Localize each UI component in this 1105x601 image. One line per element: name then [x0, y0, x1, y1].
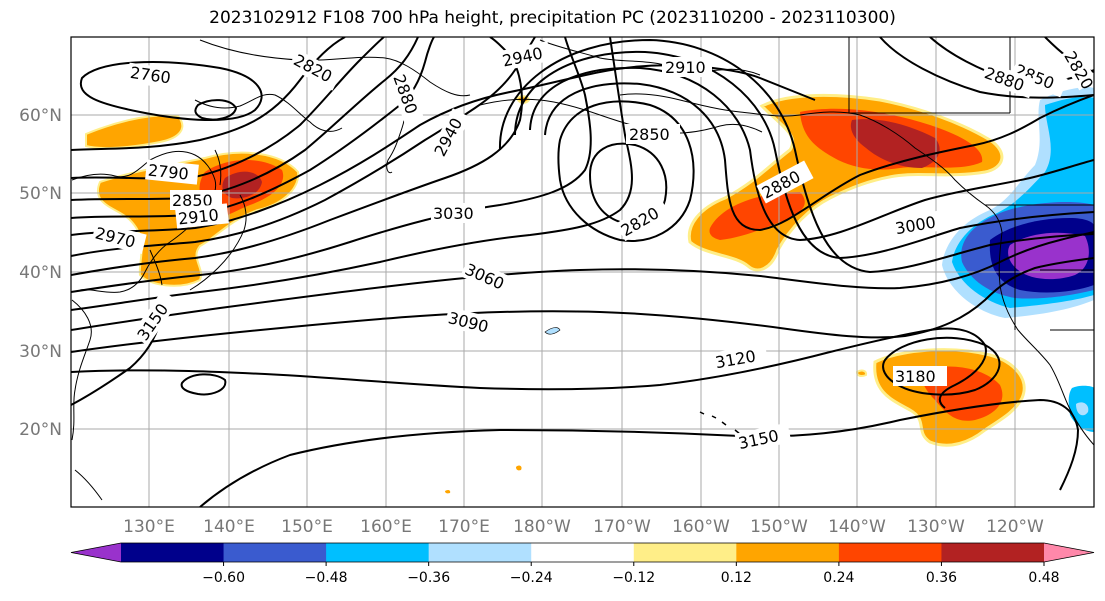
contour-3060 — [71, 231, 1094, 331]
contour-small-closed — [180, 373, 227, 396]
contour-2880-ne — [879, 37, 1094, 99]
precip-subtropic-orange-dot — [855, 369, 868, 377]
contour-2850-ring — [557, 100, 695, 242]
lat-label-40n: 40°N — [19, 263, 62, 283]
coast-china — [71, 299, 92, 441]
coast-siberia — [199, 39, 471, 97]
contour-3100-west — [71, 321, 161, 406]
lon-label-170e: 170°E — [438, 517, 490, 537]
contour-labels: 2760 2820 2880 2940 2940 2910 2850 2820 … — [91, 41, 1094, 454]
precip-na-purple — [1008, 232, 1089, 280]
contour-2910-wave — [529, 66, 1094, 242]
contour-label-2850-b: 2850 — [172, 191, 213, 210]
lon-label-170w: 170°W — [593, 517, 651, 537]
precip-gulf-red-south — [709, 192, 805, 240]
contour-label-2910: 2910 — [665, 58, 706, 77]
coast-alaska-south — [619, 93, 861, 117]
colorbar-swatch — [531, 543, 635, 562]
contour-2760 — [79, 61, 263, 121]
colorbar-tick-label: −0.36 — [407, 570, 450, 586]
lat-label-30n: 30°N — [19, 342, 62, 362]
contour-3030 — [71, 37, 633, 311]
coast-okhotsk — [194, 93, 343, 132]
map-title: 2023102912 F108 700 hPa height, precipit… — [209, 8, 896, 28]
colorbar-swatch — [223, 543, 327, 562]
borders — [848, 37, 1094, 331]
precip-gulf-darkred — [850, 119, 940, 168]
colorbar-swatch — [326, 543, 430, 562]
lat-label-20n: 20°N — [19, 420, 62, 440]
colorbar-tick-label: −0.12 — [612, 570, 655, 586]
contour-small-low — [194, 99, 238, 121]
colorbar-extend-high — [1044, 543, 1094, 562]
latitude-labels: 60°N 50°N 40°N 30°N 20°N — [19, 106, 62, 440]
contour-2880 — [71, 37, 435, 219]
colorbar-swatch — [633, 543, 737, 562]
lon-label-130w: 130°W — [907, 517, 965, 537]
contour-2910 — [71, 64, 816, 236]
contour-label-2910-b: 2910 — [177, 205, 219, 228]
contour-2940 — [71, 37, 536, 257]
coast-us-west — [998, 231, 1069, 406]
coast-korea — [149, 249, 163, 286]
colorbar-swatch — [121, 543, 225, 562]
lon-label-140e: 140°E — [203, 517, 255, 537]
colorbar-swatch — [941, 543, 1045, 562]
contour-3120 — [71, 327, 987, 409]
colorbar-tick-label: 0.36 — [926, 570, 957, 586]
colorbar-tick-label: −0.48 — [305, 570, 348, 586]
lon-label-130e: 130°E — [123, 517, 175, 537]
colorbar-tick-label: 0.48 — [1028, 570, 1059, 586]
lon-label-140w: 140°W — [828, 517, 886, 537]
contour-label-2790: 2790 — [147, 161, 189, 184]
coast-philippines — [74, 469, 103, 501]
precip-na-south-light — [1076, 402, 1089, 416]
contour-3090 — [71, 257, 1094, 353]
contour-label-3180: 3180 — [895, 367, 936, 386]
contour-label-2850: 2850 — [629, 125, 670, 144]
precip-shading — [85, 87, 1094, 494]
precip-tiny-1 — [516, 465, 522, 471]
colorbar-outline — [70, 542, 1095, 563]
colorbar-tick-label: −0.60 — [202, 570, 245, 586]
colorbar-tick-label: 0.24 — [823, 570, 854, 586]
lon-label-120w: 120°W — [986, 517, 1044, 537]
colorbar-swatch — [428, 543, 532, 562]
longitude-labels: 130°E 140°E 150°E 160°E 170°E 180°W 170°… — [123, 517, 1044, 537]
precip-pacific-lightblue — [544, 327, 561, 335]
contour-3180 — [882, 336, 1001, 396]
colorbar-tick-label: 0.12 — [721, 570, 752, 586]
contour-2820-low — [588, 142, 668, 224]
lat-label-50n: 50°N — [19, 184, 62, 204]
lat-label-60n: 60°N — [19, 106, 62, 126]
contour-2880-wave — [544, 82, 1094, 232]
lon-label-180w: 180°W — [513, 517, 571, 537]
coast-alaska-west — [539, 39, 761, 76]
coast-sakhalin — [214, 149, 222, 186]
colorbar-tick-label: −0.24 — [510, 570, 553, 586]
contour-2970-wave — [514, 50, 1094, 260]
colorbar: −0.60 −0.48 −0.36 −0.24 −0.12 0.12 0.24 0.36 0.4… — [70, 542, 1095, 586]
lon-label-150w: 150°W — [750, 517, 808, 537]
lon-label-160w: 160°W — [672, 517, 730, 537]
lon-label-150e: 150°E — [281, 517, 333, 537]
colorbar-swatch — [736, 543, 840, 562]
contour-3000-wave — [498, 38, 1094, 274]
coast-hawaii — [699, 411, 741, 435]
contour-label-3030: 3030 — [433, 204, 474, 223]
colorbar-swatch — [838, 543, 942, 562]
precip-tiny-2 — [445, 489, 451, 494]
coast-bc — [859, 114, 1003, 233]
lon-label-160e: 160°E — [360, 517, 412, 537]
contour-2850 — [71, 37, 419, 201]
colorbar-extend-low — [71, 543, 121, 562]
map-layers: 2760 2820 2880 2940 2940 2910 2850 2820 … — [71, 37, 1094, 507]
map-frame — [70, 36, 1095, 508]
coast-mexico — [1067, 404, 1094, 446]
